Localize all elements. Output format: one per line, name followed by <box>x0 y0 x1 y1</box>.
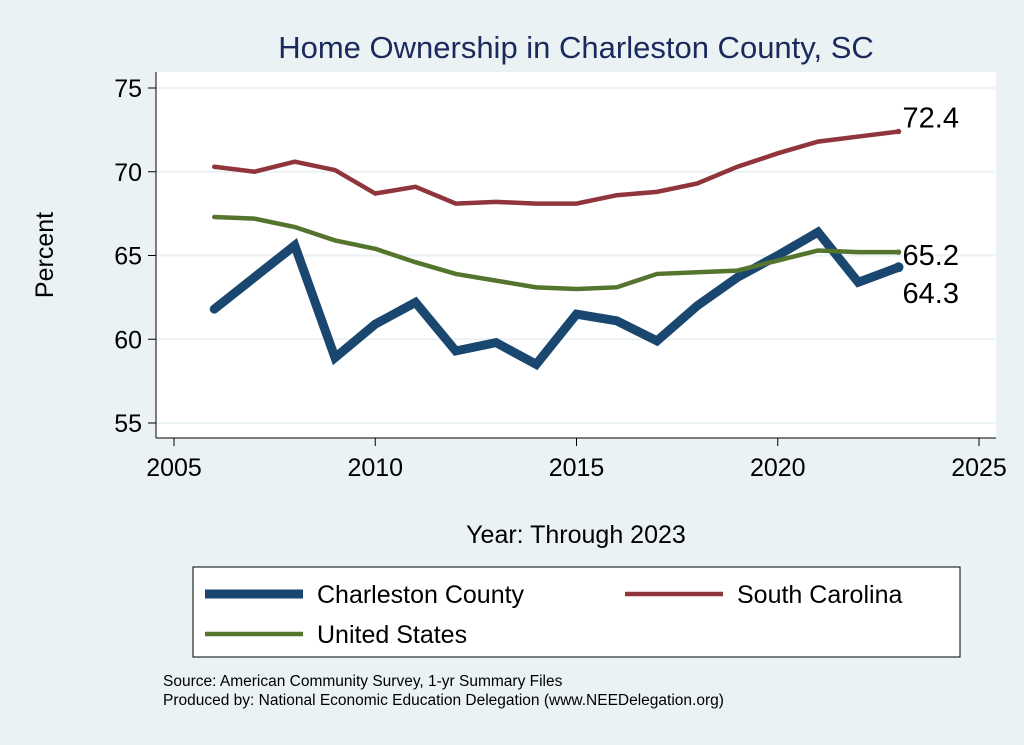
x-tick-label: 2015 <box>549 454 605 482</box>
x-axis-label: Year: Through 2023 <box>466 521 686 549</box>
end-labels: 64.3 72.4 65.2 <box>903 103 959 311</box>
produced-by-note: Produced by: National Economic Education… <box>163 692 724 709</box>
y-tick-label: 75 <box>114 75 142 103</box>
series-lines <box>209 128 904 371</box>
end-marker <box>893 262 904 273</box>
chart-title: Home Ownership in Charleston County, SC <box>278 30 874 65</box>
y-tick-label: 70 <box>114 159 142 187</box>
end-label: 72.4 <box>903 103 959 135</box>
x-tick-label: 2020 <box>750 454 806 482</box>
legend: Charleston County South Carolina United St… <box>205 581 902 649</box>
end-label: 64.3 <box>903 278 959 310</box>
legend-box <box>192 566 961 658</box>
y-tick-label: 65 <box>114 243 142 271</box>
source-note: Source: American Community Survey, 1-yr … <box>163 673 563 690</box>
legend-label: Charleston County <box>317 581 525 609</box>
y-tick-label: 60 <box>114 326 142 354</box>
x-tick-label: 2025 <box>951 454 1007 482</box>
end-label: 65.2 <box>903 240 959 272</box>
series-line-united-states <box>212 214 901 292</box>
series-line-south-carolina <box>212 129 901 206</box>
legend-label: South Carolina <box>737 581 902 609</box>
series-line-charleston-county <box>209 226 903 371</box>
end-marker <box>895 128 902 135</box>
axes: 55 60 65 70 75 2005 2010 2015 2020 2025 <box>114 72 1007 482</box>
x-tick-label: 2005 <box>146 454 202 482</box>
legend-label: United States <box>317 621 467 649</box>
x-tick-label: 2010 <box>347 454 403 482</box>
y-axis-label: Percent <box>31 212 59 298</box>
y-tick-label: 55 <box>114 410 142 438</box>
end-marker <box>895 249 902 255</box>
